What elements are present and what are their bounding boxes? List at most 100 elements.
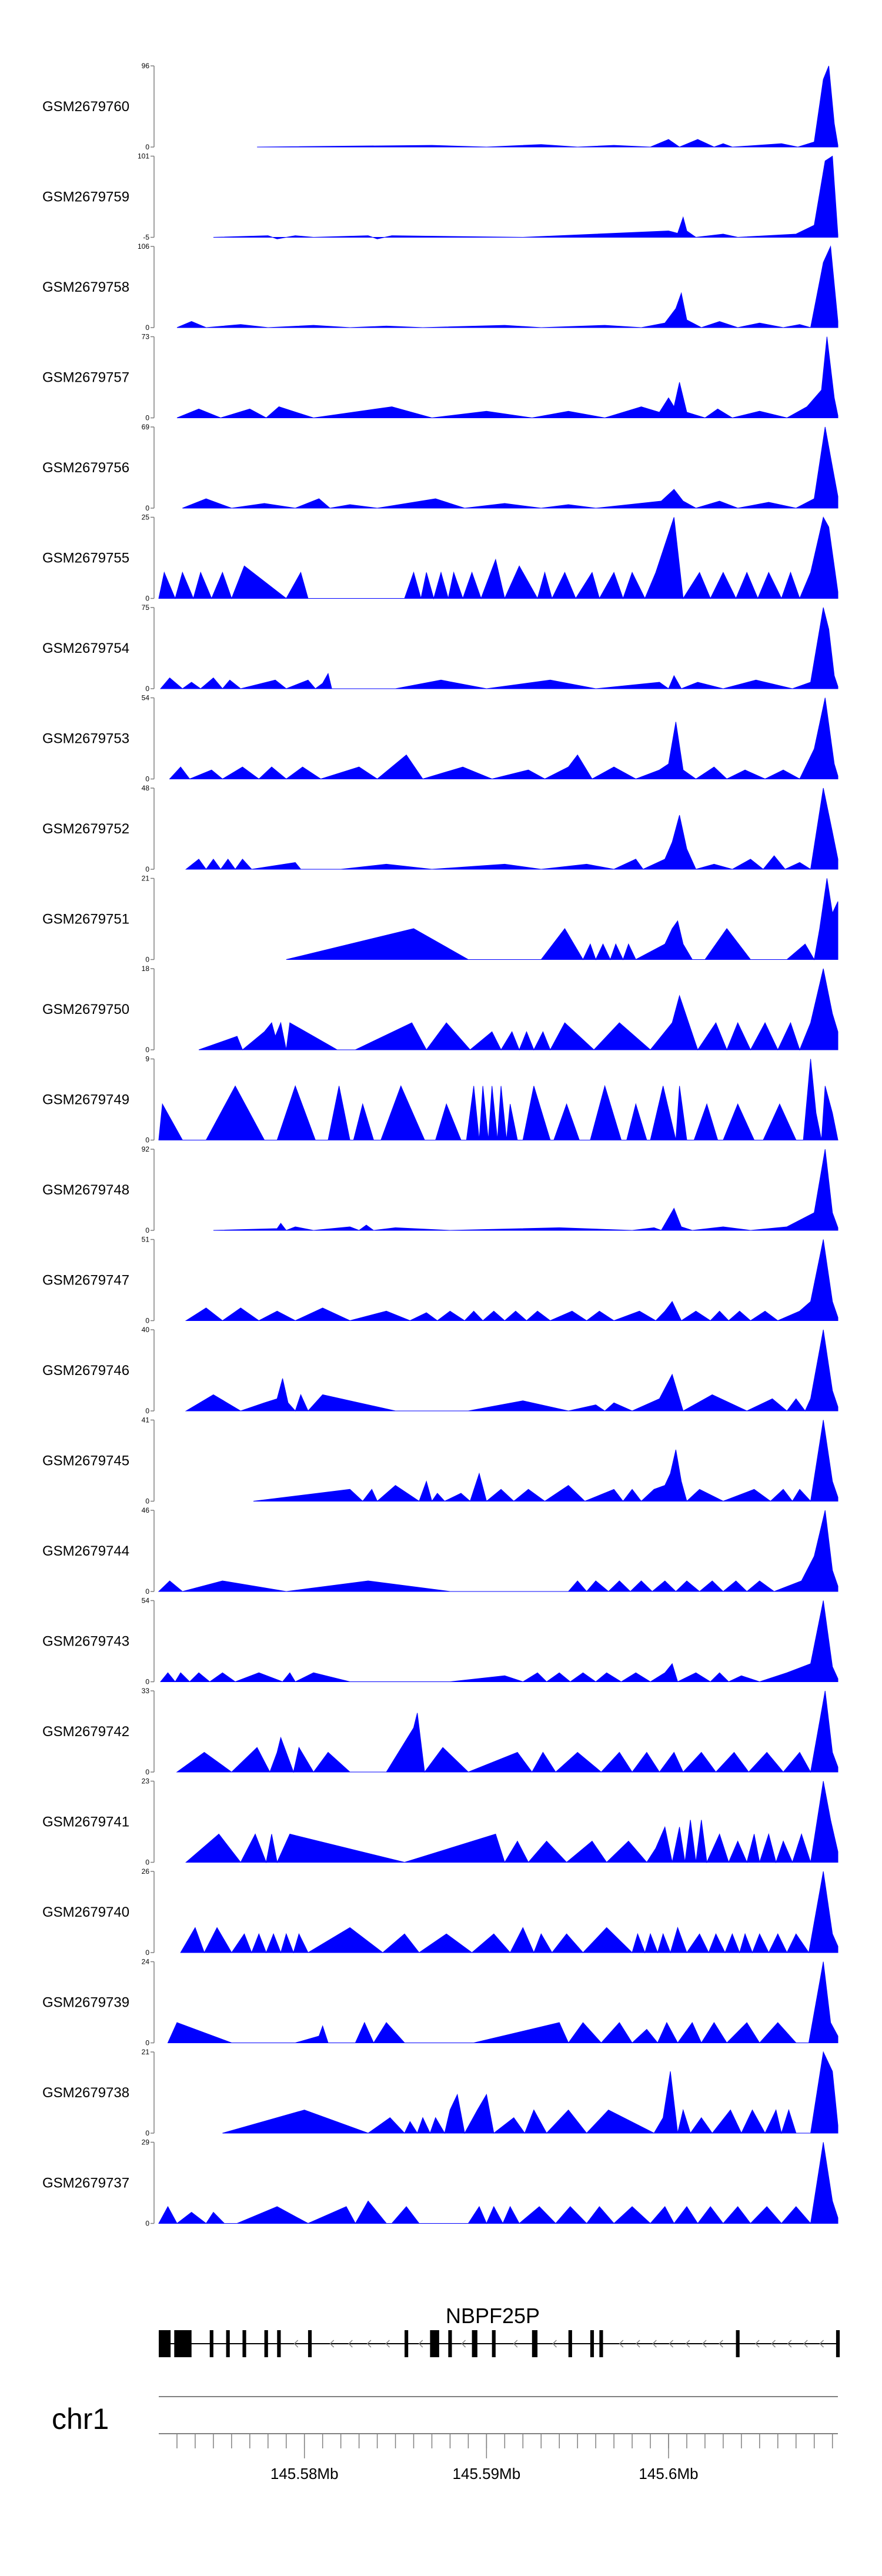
y-min-label: 0 — [145, 1858, 149, 1867]
coverage-area — [180, 1871, 838, 1954]
exon — [492, 2330, 496, 2357]
y-max-label: 18 — [142, 965, 150, 973]
gene-model — [159, 2330, 840, 2357]
strand-arrow — [771, 2340, 776, 2348]
strand-arrow — [385, 2340, 390, 2348]
track-GSM2679752: GSM2679752 48 0 — [42, 784, 838, 873]
coverage-area — [253, 1420, 838, 1502]
track-label: GSM2679757 — [42, 370, 129, 386]
y-max-label: 9 — [145, 1055, 149, 1063]
exon — [590, 2330, 594, 2357]
track-label: GSM2679737 — [42, 2175, 129, 2191]
strand-arrow — [635, 2340, 640, 2348]
strand-arrow — [652, 2340, 657, 2348]
coverage-area — [257, 65, 838, 148]
track-GSM2679754: GSM2679754 75 0 — [42, 603, 838, 693]
axis-ticks: 145.58Mb 145.59Mb 145.6Mb — [176, 2434, 833, 2482]
y-max-label: 33 — [142, 1687, 150, 1695]
track-GSM2679749: GSM2679749 9 0 — [42, 1055, 838, 1144]
track-label: GSM2679749 — [42, 1092, 129, 1108]
coverage-area — [286, 878, 838, 960]
coverage-area — [160, 607, 838, 689]
y-max-label: 24 — [142, 1958, 150, 1966]
track-label: GSM2679746 — [42, 1363, 129, 1379]
y-min-label: 0 — [145, 685, 149, 693]
coverage-area — [176, 336, 838, 419]
track-label: GSM2679742 — [42, 1724, 129, 1740]
y-min-label: 0 — [145, 414, 149, 422]
strand-arrow — [461, 2340, 466, 2348]
exon — [264, 2330, 268, 2357]
y-max-label: 96 — [142, 62, 150, 70]
coverage-area — [185, 1239, 838, 1322]
track-label: GSM2679750 — [42, 1002, 129, 1017]
y-max-label: 21 — [142, 2048, 150, 2056]
y-min-label: 0 — [145, 2039, 149, 2047]
y-max-label: 21 — [142, 875, 150, 883]
y-max-label: 51 — [142, 1236, 150, 1244]
track-GSM2679757: GSM2679757 73 0 — [42, 333, 838, 422]
track-label: GSM2679751 — [42, 912, 129, 927]
strand-arrow — [619, 2340, 624, 2348]
coverage-area — [158, 516, 838, 600]
track-GSM2679741: GSM2679741 23 0 — [42, 1777, 838, 1867]
exon — [736, 2330, 740, 2357]
y-max-label: 92 — [142, 1145, 150, 1153]
axis-tick-label: 145.6Mb — [639, 2465, 698, 2482]
y-min-label: 0 — [145, 1317, 149, 1325]
y-min-label: 0 — [145, 865, 149, 873]
track-GSM2679737: GSM2679737 29 0 — [42, 2138, 838, 2228]
track-label: GSM2679747 — [42, 1273, 129, 1289]
y-min-label: 0 — [145, 775, 149, 783]
track-label: GSM2679754 — [42, 640, 129, 656]
strand-arrow — [418, 2340, 423, 2348]
strand-arrow — [755, 2340, 760, 2348]
track-GSM2679760: GSM2679760 96 0 — [42, 62, 838, 151]
gene-track: NBPF25P — [159, 2304, 840, 2357]
strand-arrow — [552, 2340, 557, 2348]
track-GSM2679738: GSM2679738 21 0 — [42, 2048, 838, 2137]
track-label: GSM2679753 — [42, 731, 129, 747]
coverage-area — [182, 426, 838, 509]
y-max-label: 48 — [142, 784, 150, 792]
track-label: GSM2679755 — [42, 550, 129, 566]
y-max-label: 23 — [142, 1777, 150, 1786]
exon — [277, 2330, 281, 2357]
y-min-label: 0 — [145, 504, 149, 512]
genome-axis: chr1 145.58Mb 145.59Mb 145.6Mb — [52, 2396, 838, 2482]
strand-arrow — [513, 2340, 518, 2348]
track-GSM2679744: GSM2679744 46 0 — [42, 1506, 838, 1596]
coverage-area — [169, 698, 838, 780]
y-max-label: 26 — [142, 1867, 150, 1876]
strand-arrow — [819, 2340, 824, 2348]
y-max-label: 29 — [142, 2138, 150, 2147]
exon — [159, 2330, 171, 2357]
track-label: GSM2679745 — [42, 1453, 129, 1469]
y-min-label: 0 — [145, 1046, 149, 1054]
strand-arrow — [329, 2340, 335, 2348]
y-min-label: 0 — [145, 1678, 149, 1686]
coverage-tracks: GSM2679760 96 0 GSM2679759 101 -5 GSM2679758 10… — [42, 62, 838, 2228]
track-label: GSM2679748 — [42, 1182, 129, 1198]
y-min-label: 0 — [145, 595, 149, 603]
track-GSM2679751: GSM2679751 21 0 — [42, 875, 838, 964]
strand-arrow — [366, 2340, 372, 2348]
y-max-label: 54 — [142, 1597, 150, 1605]
exon — [308, 2330, 312, 2357]
coverage-area — [185, 1329, 838, 1412]
coverage-area — [198, 968, 838, 1051]
track-GSM2679753: GSM2679753 54 0 — [42, 694, 838, 783]
y-max-label: 73 — [142, 333, 150, 341]
axis-tick-label: 145.59Mb — [453, 2465, 521, 2482]
y-max-label: 46 — [142, 1506, 150, 1514]
exon — [599, 2330, 603, 2357]
coverage-area — [158, 1059, 838, 1140]
track-GSM2679756: GSM2679756 69 0 — [42, 423, 838, 512]
coverage-area — [213, 155, 838, 239]
coverage-area — [222, 2051, 838, 2134]
track-label: GSM2679743 — [42, 1634, 129, 1650]
coverage-area — [160, 1600, 838, 1683]
exon — [568, 2330, 572, 2357]
y-min-label: 0 — [145, 323, 149, 332]
